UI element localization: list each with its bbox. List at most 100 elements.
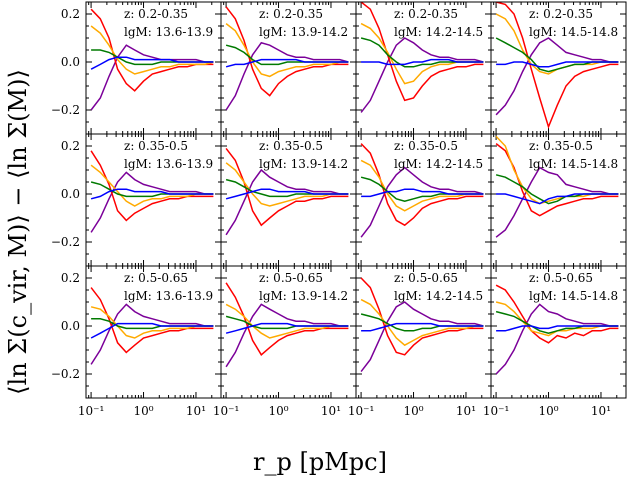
series-line xyxy=(495,303,619,375)
series-line xyxy=(90,188,214,200)
x-tick-label: 10¹ xyxy=(591,404,611,418)
series-group xyxy=(90,150,214,233)
series-line xyxy=(90,56,214,70)
panel-mass-label: lgM: 14.5-14.8 xyxy=(529,25,618,39)
series-line xyxy=(225,162,349,207)
series-group xyxy=(360,2,484,113)
series-line xyxy=(90,8,214,92)
x-tick-labels: 10⁻¹ 10⁰ 10¹ 10⁻¹ 10⁰ 10¹ 10⁻¹ 10⁰ 10¹ 10⁻¹ 10⁰ 10¹ xyxy=(78,404,611,418)
series-group xyxy=(225,6,349,111)
panel-1-1: z: 0.2-0.35 lgM: 13.6-13.9 xyxy=(85,1,222,135)
series-line xyxy=(90,303,214,365)
panel-3-3: z: 0.5-0.65 lgM: 14.2-14.5 xyxy=(355,265,492,399)
panel-redshift-label: z: 0.2-0.35 xyxy=(529,7,593,21)
series-line xyxy=(496,61,619,68)
panel-frame xyxy=(220,133,357,267)
series-line xyxy=(225,303,349,339)
panel-1-2: z: 0.2-0.35 lgM: 13.9-14.2 xyxy=(220,1,357,135)
y-tick-label: −0.2 xyxy=(51,103,80,117)
series-group xyxy=(495,2,619,130)
panel-mass-label: lgM: 13.6-13.9 xyxy=(124,289,213,303)
series-line xyxy=(225,23,349,78)
panel-mass-label: lgM: 14.2-14.5 xyxy=(394,157,483,171)
series-group xyxy=(495,135,619,238)
x-tick-label: 10¹ xyxy=(456,404,476,418)
panel-frame xyxy=(490,265,627,399)
series-line xyxy=(90,164,214,207)
panel-mass-label: lgM: 13.9-14.2 xyxy=(259,157,348,171)
x-axis-title: r_p [pMpc] xyxy=(253,448,387,476)
y-tick-label: −0.2 xyxy=(51,235,80,249)
series-line xyxy=(225,188,349,200)
series-line xyxy=(225,58,349,68)
series-line xyxy=(225,41,349,111)
x-tick-label: 10¹ xyxy=(321,404,341,418)
series-line xyxy=(361,188,484,198)
x-tick-label: 10⁰ xyxy=(268,404,288,418)
y-tick-label: 0.0 xyxy=(61,187,80,201)
panel-redshift-label: z: 0.5-0.65 xyxy=(124,271,188,285)
series-group xyxy=(225,147,349,236)
series-line xyxy=(496,325,619,332)
series-group xyxy=(90,8,214,111)
series-line xyxy=(90,25,214,75)
panel-grid: z: 0.2-0.35 lgM: 13.6-13.9 z: 0.2-0.35 lgM:… xyxy=(85,1,627,399)
y-tick-label: −0.2 xyxy=(51,367,80,381)
panel-2-3: z: 0.35-0.5 lgM: 14.2-14.5 xyxy=(355,133,492,267)
series-line xyxy=(360,298,484,347)
panel-mass-label: lgM: 13.6-13.9 xyxy=(124,157,213,171)
panel-2-1: z: 0.35-0.5 lgM: 13.6-13.9 xyxy=(85,133,222,267)
panel-redshift-label: z: 0.35-0.5 xyxy=(394,139,458,153)
x-tick-label: 10⁰ xyxy=(133,404,153,418)
panel-frame xyxy=(220,265,357,399)
y-tick-labels: 0.2 0.0 −0.2 0.2 0.0 −0.2 0.2 0.0 −0.2 xyxy=(51,7,80,381)
panel-3-4: z: 0.5-0.65 lgM: 14.5-14.8 xyxy=(490,265,627,399)
series-line xyxy=(495,2,619,130)
series-group xyxy=(90,287,214,365)
panel-redshift-label: z: 0.2-0.35 xyxy=(394,7,458,21)
y-tick-label: 0.0 xyxy=(61,55,80,69)
panel-frame xyxy=(355,265,492,399)
x-tick-label: 10⁻¹ xyxy=(483,404,509,418)
series-line xyxy=(496,193,619,205)
series-line xyxy=(225,282,349,356)
series-line xyxy=(225,147,349,227)
series-line xyxy=(360,37,484,113)
panel-redshift-label: z: 0.5-0.65 xyxy=(529,271,593,285)
series-line xyxy=(225,168,349,236)
panel-frame xyxy=(220,1,357,135)
panel-redshift-label: z: 0.35-0.5 xyxy=(529,139,593,153)
y-tick-label: 0.2 xyxy=(61,7,80,21)
panel-2-2: z: 0.35-0.5 lgM: 13.9-14.2 xyxy=(220,133,357,267)
series-line xyxy=(225,322,349,334)
panel-redshift-label: z: 0.2-0.35 xyxy=(124,7,188,21)
panel-3-2: z: 0.5-0.65 lgM: 13.9-14.2 xyxy=(220,265,357,399)
panel-mass-label: lgM: 14.2-14.5 xyxy=(394,25,483,39)
panel-1-3: z: 0.2-0.35 lgM: 14.2-14.5 xyxy=(355,1,492,135)
series-line xyxy=(360,166,484,238)
panel-frame xyxy=(355,133,492,267)
x-tick-label: 10⁻¹ xyxy=(213,404,239,418)
x-tick-label: 10¹ xyxy=(186,404,206,418)
series-line xyxy=(90,306,214,339)
y-tick-label: 0.2 xyxy=(61,139,80,153)
panel-redshift-label: z: 0.35-0.5 xyxy=(259,139,323,153)
y-tick-label: 0.0 xyxy=(61,319,80,333)
series-line xyxy=(360,2,484,102)
series-line xyxy=(495,284,619,344)
series-line xyxy=(90,150,214,222)
panel-frame xyxy=(85,133,222,267)
panel-2-4: z: 0.35-0.5 lgM: 14.5-14.8 xyxy=(490,133,627,267)
series-line xyxy=(90,322,214,339)
series-group xyxy=(360,143,484,238)
panel-redshift-label: z: 0.5-0.65 xyxy=(394,271,458,285)
series-line xyxy=(90,44,214,111)
panel-1-4: z: 0.2-0.35 lgM: 14.5-14.8 xyxy=(490,1,627,135)
series-line xyxy=(495,37,619,116)
panel-mass-label: lgM: 13.9-14.2 xyxy=(259,25,348,39)
panel-frame xyxy=(85,1,222,135)
panel-redshift-label: z: 0.35-0.5 xyxy=(124,139,188,153)
series-group xyxy=(495,284,619,375)
series-line xyxy=(360,176,484,202)
panel-redshift-label: z: 0.2-0.35 xyxy=(259,7,323,21)
